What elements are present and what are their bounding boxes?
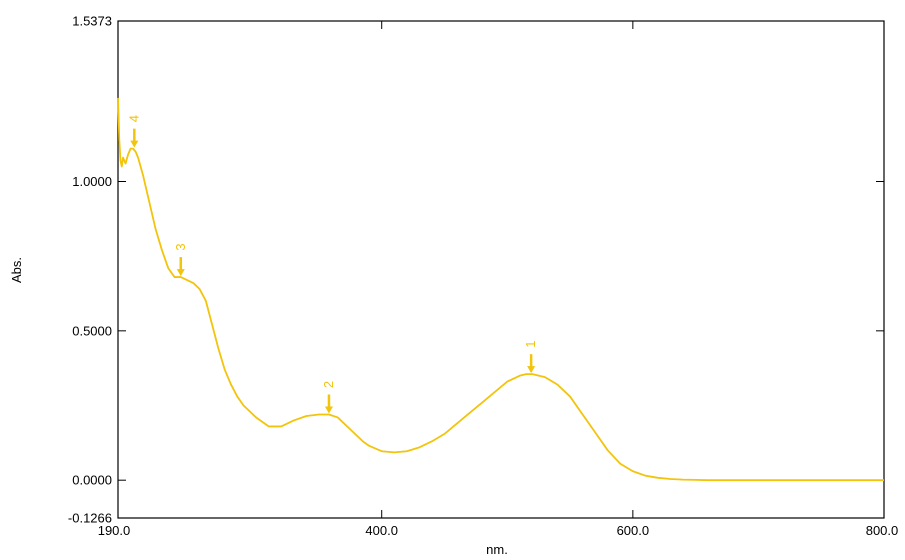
y-tick-label: 1.5373 (72, 14, 112, 29)
peak-arrow-head (130, 140, 139, 148)
peak-label: 4 (126, 115, 141, 122)
y-tick-label: 0.5000 (72, 323, 112, 338)
peak-markers: 1 2 3 4 (126, 115, 538, 414)
peak-marker: 4 (126, 115, 141, 148)
plot-area (117, 20, 885, 519)
x-tick-label: 800.0 (866, 523, 899, 538)
peak-arrow-head (324, 406, 333, 414)
x-tick-label: 190.0 (98, 523, 131, 538)
peak-arrow-head (527, 366, 536, 374)
peak-label: 3 (173, 243, 188, 250)
peak-label: 1 (523, 341, 538, 348)
y-tick-label: -0.1266 (68, 511, 112, 526)
y-tick-label: 0.0000 (72, 473, 112, 488)
y-tick-label: 1.0000 (72, 174, 112, 189)
y-axis-ticks: -0.1266 0.0000 0.5000 1.0000 1.5373 (68, 14, 884, 526)
absorbance-series-line (117, 97, 884, 482)
peak-marker: 1 (523, 341, 538, 374)
y-axis-title: Abs. (9, 257, 24, 283)
x-tick-label: 400.0 (365, 523, 398, 538)
x-axis-ticks: 190.0 400.0 600.0 800.0 (98, 21, 899, 538)
x-tick-label: 600.0 (617, 523, 650, 538)
x-axis-title: nm. (486, 542, 508, 557)
peak-marker: 2 (321, 381, 336, 414)
peak-arrow-head (176, 269, 185, 277)
peak-marker: 3 (173, 243, 188, 277)
peak-label: 2 (321, 381, 336, 388)
